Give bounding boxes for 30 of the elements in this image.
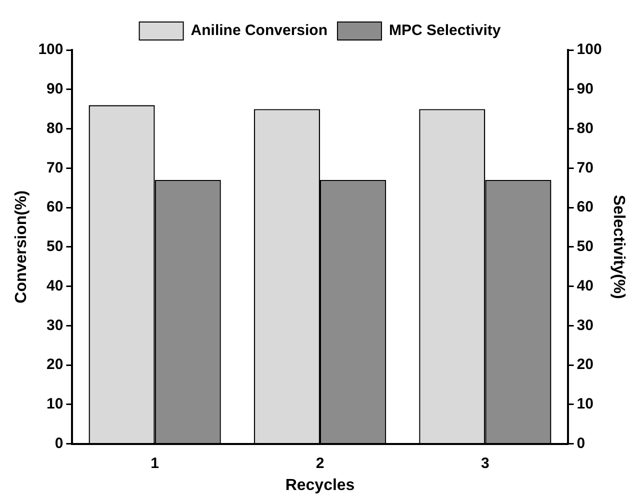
- y-tick-label: 20: [46, 356, 64, 374]
- y2-tick-label: 30: [576, 316, 594, 334]
- y2-tick-label: 60: [576, 198, 594, 216]
- x-tick-label: 1: [150, 454, 159, 472]
- legend-label: Aniline Conversion: [190, 22, 328, 40]
- x-tick-label: 2: [316, 454, 324, 472]
- x-tick-label: 3: [481, 454, 490, 472]
- y-tick-label: 30: [46, 316, 64, 334]
- y-tick-label: 10: [46, 396, 64, 413]
- y2-tick-label: 20: [576, 356, 594, 374]
- y-tick-label: 0: [54, 434, 64, 452]
- legend-label: MPC Selectivity: [388, 22, 502, 40]
- y-tick-label: 100: [38, 41, 64, 58]
- y2-tick-label: 10: [576, 396, 594, 413]
- y2-tick-label: 50: [576, 238, 594, 256]
- y-tick-label: 40: [46, 277, 64, 294]
- y-tick-label: 50: [46, 238, 64, 256]
- x-axis-title: Recycles: [285, 476, 355, 494]
- y2-tick-label: 0: [576, 434, 586, 452]
- y2-tick-label: 70: [576, 159, 594, 176]
- y2-tick-label: 40: [576, 277, 594, 294]
- y2-axis-title: Selectivity(%): [610, 194, 627, 299]
- y-tick-label: 70: [46, 159, 64, 176]
- y-tick-label: 60: [46, 198, 64, 216]
- y-tick-label: 80: [46, 120, 64, 137]
- y2-tick-label: 90: [576, 80, 594, 98]
- y2-tick-label: 80: [576, 120, 594, 137]
- y-tick-label: 90: [46, 80, 64, 98]
- y2-tick-label: 100: [576, 41, 602, 58]
- y-axis-title: Conversion(%): [13, 190, 30, 304]
